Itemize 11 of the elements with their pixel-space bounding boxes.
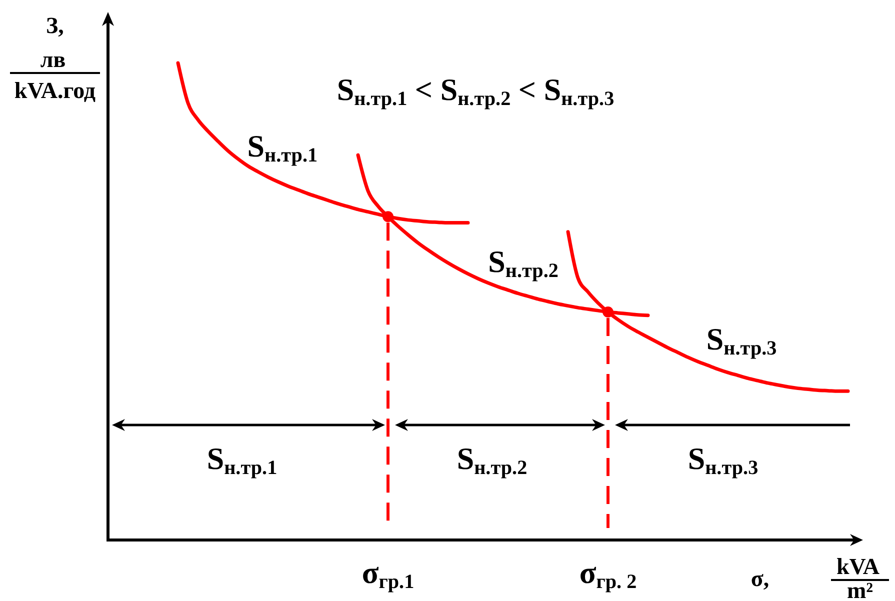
series-label: S$_{н.тр.1}$ — [247, 128, 318, 167]
series-label: S$_{н.тр.2}$ — [488, 244, 558, 282]
annotation: S$_{н.тр.1}$ — [206, 441, 278, 480]
series-label: S$_{н.тр.3}$ — [706, 321, 777, 360]
y-axis-title: З, лв kVA.год — [14, 13, 96, 103]
annotation: S$_{н.тр.1}$ < S$_{н.тр.2}$ < S$_{н.тр.3}$ — [336, 72, 614, 110]
text: σ, kVA m² — [750, 554, 880, 601]
x-tick-label: σ$_{гр. 2}$ — [579, 555, 637, 594]
annotation: S$_{н.тр.2}$ — [456, 441, 528, 480]
annotation: S$_{н.тр.3}$ — [688, 441, 758, 480]
x-tick-label: σ$_{гр.1}$ — [362, 555, 414, 594]
